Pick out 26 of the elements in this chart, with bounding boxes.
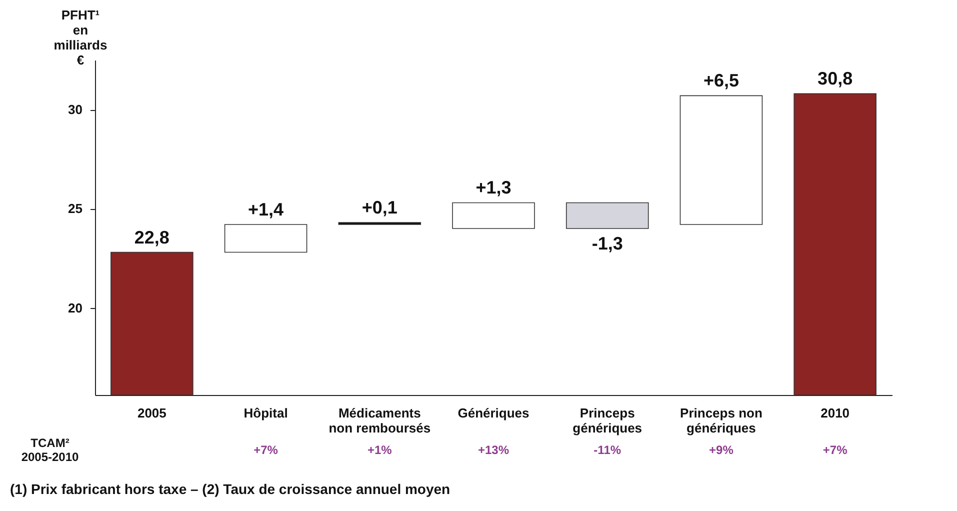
x-tick-label: Médicaments non remboursés xyxy=(328,406,431,436)
data-label: -1,3 xyxy=(592,233,623,254)
data-label: +0,1 xyxy=(362,198,398,218)
text: -11% xyxy=(594,443,622,457)
text: +9% xyxy=(709,443,734,457)
x-tick-label: 2005 xyxy=(137,406,166,420)
data-label: +1,3 xyxy=(476,178,512,198)
x-tick-label: 2010 xyxy=(820,406,850,420)
text: +13% xyxy=(478,443,510,457)
x-tick-label: Hôpital xyxy=(244,406,288,420)
text: +1% xyxy=(367,443,392,457)
y-tick-label: 30 xyxy=(68,102,82,118)
data-label: 30,8 xyxy=(818,68,853,89)
text: +7% xyxy=(254,443,278,457)
x-tick-label: Génériques xyxy=(458,406,530,420)
text: TCAM² 2005-2010 xyxy=(21,436,80,464)
y-tick-label: 25 xyxy=(68,201,82,216)
x-tick-label: Princeps non génériques xyxy=(680,406,762,436)
text: (1) Prix fabricant hors taxe – (2) Taux de croissance annuel moyen xyxy=(10,481,450,497)
y-tick-label: 20 xyxy=(68,300,82,316)
data-label: +1,4 xyxy=(248,200,284,220)
text: +7% xyxy=(822,443,848,457)
data-label: +6,5 xyxy=(703,70,739,91)
x-tick-label: Princeps génériques xyxy=(572,406,642,436)
data-label: 22,8 xyxy=(134,227,170,248)
y-axis-title: PFHT¹ en milliards € xyxy=(54,8,108,68)
